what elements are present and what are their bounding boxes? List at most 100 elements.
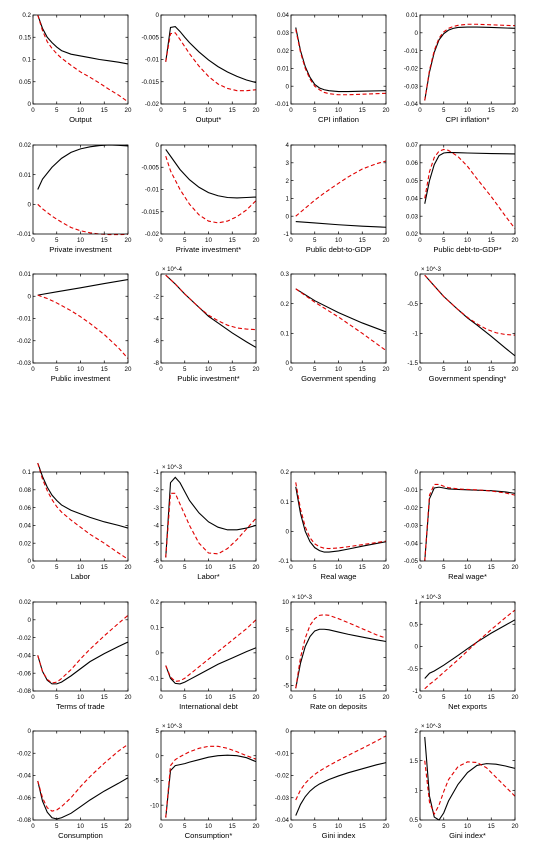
series-dashed-line xyxy=(37,743,129,812)
x-tick-label: 10 xyxy=(77,694,84,701)
x-tick-label: 15 xyxy=(359,694,366,701)
y-tick-label: -0.01 xyxy=(275,101,290,108)
x-tick-label: 20 xyxy=(512,107,519,114)
y-tick-label: -0.015 xyxy=(141,79,159,86)
x-tick-label: 15 xyxy=(229,366,236,373)
x-axis-label: Terms of trade xyxy=(56,702,105,711)
series-dashed-line xyxy=(37,14,129,103)
chart-international-debt: 0 5 10 15 20 -0.1 0 0.1 0.2 International debt xyxy=(148,599,260,711)
y-tick-label: -0.04 xyxy=(404,540,419,547)
x-tick-label: 5 xyxy=(55,366,59,373)
y-tick-label: 0.1 xyxy=(22,469,31,476)
x-tick-label: 15 xyxy=(488,823,495,830)
x-tick-label: 10 xyxy=(464,564,471,571)
x-tick-label: 15 xyxy=(101,823,108,830)
series-solid-line xyxy=(165,754,257,818)
x-tick-label: 5 xyxy=(313,366,317,373)
y-tick-label: -0.06 xyxy=(17,795,32,802)
y-tick-label: -0.04 xyxy=(17,653,32,660)
y-tick-label: 0 xyxy=(28,617,32,624)
y-tick-label: 0.5 xyxy=(409,621,418,628)
y-tick-label: -0.02 xyxy=(17,338,32,345)
x-tick-label: 15 xyxy=(488,237,495,244)
x-tick-label: 0 xyxy=(289,237,293,244)
y-tick-label: 0 xyxy=(156,142,160,149)
x-tick-label: 0 xyxy=(159,823,163,830)
series-solid-line xyxy=(37,144,129,190)
chart-public-debt-to-gdp-star: 0 5 10 15 20 0.02 0.03 0.04 0.05 0.06 0.07 Public d… xyxy=(406,142,519,254)
y-tick-label: 0 xyxy=(286,655,290,662)
x-tick-label: 0 xyxy=(418,823,422,830)
x-tick-label: 15 xyxy=(101,237,108,244)
y-tick-label: -5 xyxy=(153,540,159,547)
x-tick-label: 5 xyxy=(442,237,446,244)
x-tick-label: 0 xyxy=(289,823,293,830)
x-tick-label: 0 xyxy=(159,564,163,571)
series-dashed-line xyxy=(424,609,516,690)
y-tick-label: -0.01 xyxy=(17,231,32,238)
y-tick-label: 0 xyxy=(286,728,290,735)
x-tick-label: 20 xyxy=(253,107,260,114)
x-tick-label: 20 xyxy=(125,366,132,373)
y-tick-label: 0.07 xyxy=(406,142,419,149)
x-axis-label: Output* xyxy=(196,115,222,124)
series-dashed-line xyxy=(424,483,516,562)
series-solid-line xyxy=(424,736,516,821)
x-tick-label: 20 xyxy=(125,564,132,571)
series-solid-line xyxy=(295,27,387,93)
x-axis-label: Consumption xyxy=(58,831,103,840)
series-dashed-line xyxy=(424,760,516,816)
series-dashed-line xyxy=(295,735,387,801)
x-tick-label: 10 xyxy=(77,107,84,114)
axes-frame xyxy=(290,144,387,235)
y-tick-label: -1.5 xyxy=(407,360,418,367)
y-tick-label: -5 xyxy=(283,683,289,690)
x-tick-label: 15 xyxy=(229,237,236,244)
y-tick-label: -0.02 xyxy=(17,635,32,642)
series-dashed-line xyxy=(424,274,516,336)
x-tick-label: 20 xyxy=(125,107,132,114)
y-tick-label: -0.03 xyxy=(275,795,290,802)
x-tick-label: 5 xyxy=(55,823,59,830)
y-exponent-label: × 10^-3 xyxy=(421,267,442,273)
y-exponent-label: × 10^-3 xyxy=(421,724,442,730)
y-tick-label: -0.02 xyxy=(145,101,160,108)
x-tick-label: 0 xyxy=(31,564,35,571)
series-solid-line xyxy=(37,777,129,820)
x-tick-label: 20 xyxy=(125,823,132,830)
x-tick-label: 10 xyxy=(335,107,342,114)
y-tick-label: -0.5 xyxy=(407,666,418,673)
x-axis-label: Public investment* xyxy=(177,374,240,383)
y-tick-label: -0.01 xyxy=(145,57,160,64)
y-tick-label: 0.02 xyxy=(406,231,419,238)
x-tick-label: 0 xyxy=(159,237,163,244)
chart-labor-star: 0 5 10 15 20 -6 -5 -4 -3 -2 -1× 10^-3 Labor* xyxy=(153,465,260,581)
y-tick-label: -0.01 xyxy=(275,750,290,757)
x-tick-label: 15 xyxy=(488,107,495,114)
series-dashed-line xyxy=(37,203,129,236)
y-tick-label: -5 xyxy=(153,778,159,785)
y-tick-label: 0.03 xyxy=(406,213,419,220)
x-tick-label: 15 xyxy=(229,107,236,114)
y-tick-label: 0 xyxy=(156,271,160,278)
x-tick-label: 0 xyxy=(159,694,163,701)
x-axis-label: Labor xyxy=(71,572,91,581)
x-tick-label: 10 xyxy=(205,823,212,830)
x-tick-label: 10 xyxy=(205,237,212,244)
series-solid-line xyxy=(165,25,257,84)
series-solid-line xyxy=(295,288,387,333)
y-tick-label: 0.2 xyxy=(280,469,289,476)
series-dashed-line xyxy=(165,32,257,92)
y-tick-label: 0.08 xyxy=(19,487,32,494)
y-tick-label: -0.015 xyxy=(141,209,159,216)
x-tick-label: 20 xyxy=(512,366,519,373)
x-tick-label: 20 xyxy=(125,237,132,244)
y-tick-label: -0.5 xyxy=(407,301,418,308)
y-tick-label: 0 xyxy=(28,728,32,735)
series-dashed-line xyxy=(37,614,129,684)
y-tick-label: -0.04 xyxy=(404,101,419,108)
x-tick-label: 5 xyxy=(313,564,317,571)
